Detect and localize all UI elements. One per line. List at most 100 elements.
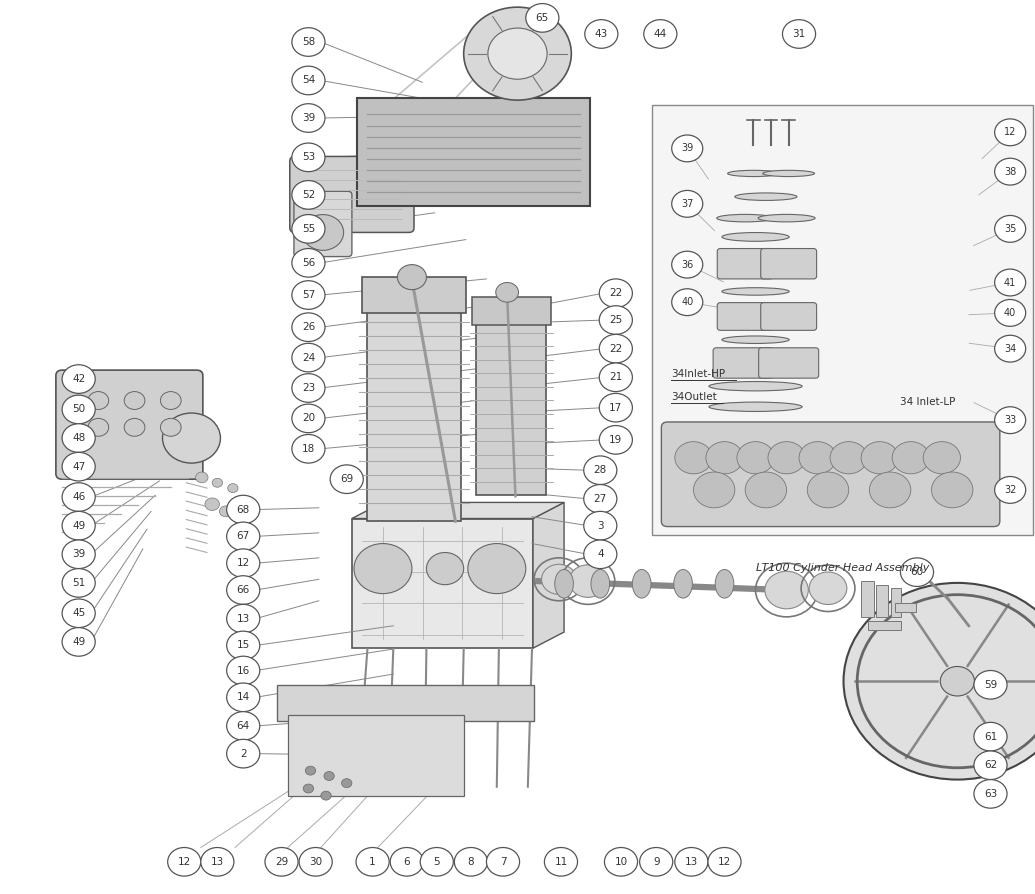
Text: 40: 40 <box>1004 308 1016 318</box>
FancyBboxPatch shape <box>895 603 916 612</box>
Text: 61: 61 <box>984 731 997 742</box>
Circle shape <box>124 418 145 436</box>
Text: 18: 18 <box>302 443 315 454</box>
Circle shape <box>292 374 325 402</box>
Circle shape <box>799 442 836 474</box>
Circle shape <box>62 569 95 597</box>
Circle shape <box>892 442 929 474</box>
FancyBboxPatch shape <box>761 302 817 330</box>
Polygon shape <box>533 502 564 648</box>
Ellipse shape <box>715 569 734 598</box>
Circle shape <box>541 564 576 595</box>
FancyBboxPatch shape <box>288 715 464 796</box>
Text: 24: 24 <box>302 352 315 363</box>
Circle shape <box>397 265 426 290</box>
Text: 56: 56 <box>302 257 315 268</box>
Circle shape <box>672 251 703 278</box>
Circle shape <box>265 848 298 876</box>
Circle shape <box>292 404 325 433</box>
Text: 13: 13 <box>211 856 224 867</box>
Circle shape <box>861 442 898 474</box>
Text: 65: 65 <box>536 13 549 23</box>
Text: 67: 67 <box>237 531 249 542</box>
Circle shape <box>584 511 617 540</box>
FancyBboxPatch shape <box>362 277 466 313</box>
Circle shape <box>737 442 774 474</box>
Circle shape <box>486 848 520 876</box>
Circle shape <box>974 722 1007 751</box>
Circle shape <box>292 143 325 172</box>
Circle shape <box>604 848 638 876</box>
Circle shape <box>599 363 632 392</box>
FancyBboxPatch shape <box>472 297 551 325</box>
Circle shape <box>354 544 412 594</box>
Circle shape <box>62 395 95 424</box>
Circle shape <box>830 442 867 474</box>
Circle shape <box>227 549 260 578</box>
FancyBboxPatch shape <box>868 621 901 630</box>
Text: 21: 21 <box>610 372 622 383</box>
Circle shape <box>526 4 559 32</box>
Circle shape <box>168 848 201 876</box>
Circle shape <box>292 249 325 277</box>
Text: 3: 3 <box>597 520 603 531</box>
Circle shape <box>356 848 389 876</box>
FancyBboxPatch shape <box>717 249 773 279</box>
Circle shape <box>62 599 95 628</box>
FancyBboxPatch shape <box>761 249 817 279</box>
Text: 12: 12 <box>1004 127 1016 138</box>
Text: 37: 37 <box>681 198 693 209</box>
Text: 49: 49 <box>72 637 85 647</box>
Circle shape <box>219 506 232 517</box>
Text: 45: 45 <box>72 608 85 619</box>
FancyBboxPatch shape <box>367 311 461 521</box>
Circle shape <box>974 751 1007 780</box>
Circle shape <box>212 478 223 487</box>
Text: 27: 27 <box>594 493 607 504</box>
Text: LT100 Cylinder Head Assembly: LT100 Cylinder Head Assembly <box>756 563 929 573</box>
Circle shape <box>599 279 632 308</box>
Circle shape <box>706 442 743 474</box>
Circle shape <box>995 269 1026 296</box>
Circle shape <box>303 784 314 793</box>
Circle shape <box>342 779 352 788</box>
Circle shape <box>420 848 453 876</box>
Circle shape <box>292 313 325 342</box>
Circle shape <box>807 472 849 508</box>
Text: 4: 4 <box>597 549 603 560</box>
Text: 2: 2 <box>240 748 246 759</box>
FancyBboxPatch shape <box>294 191 352 257</box>
FancyBboxPatch shape <box>717 302 773 330</box>
Circle shape <box>995 477 1026 503</box>
Text: 41: 41 <box>1004 277 1016 288</box>
Circle shape <box>599 426 632 454</box>
Text: 69: 69 <box>341 474 353 485</box>
Circle shape <box>454 848 487 876</box>
FancyBboxPatch shape <box>652 105 1033 535</box>
Circle shape <box>940 667 975 696</box>
Ellipse shape <box>591 569 610 598</box>
FancyBboxPatch shape <box>56 370 203 479</box>
Circle shape <box>227 522 260 551</box>
Text: 11: 11 <box>555 856 567 867</box>
Circle shape <box>292 104 325 132</box>
Circle shape <box>88 418 109 436</box>
Text: 52: 52 <box>302 190 315 200</box>
Circle shape <box>672 289 703 316</box>
Text: 40: 40 <box>681 297 693 308</box>
Text: 43: 43 <box>595 29 608 39</box>
Circle shape <box>62 511 95 540</box>
Text: 12: 12 <box>237 558 249 569</box>
Circle shape <box>292 181 325 209</box>
Text: 34Inlet-HP: 34Inlet-HP <box>671 368 724 379</box>
Circle shape <box>844 583 1035 780</box>
FancyBboxPatch shape <box>277 685 534 721</box>
Text: 47: 47 <box>72 461 85 472</box>
Polygon shape <box>352 502 564 519</box>
Text: 1: 1 <box>369 856 376 867</box>
Circle shape <box>227 495 260 524</box>
Text: 38: 38 <box>1004 166 1016 177</box>
Circle shape <box>995 215 1026 242</box>
Circle shape <box>675 442 712 474</box>
Text: 60: 60 <box>911 567 923 578</box>
